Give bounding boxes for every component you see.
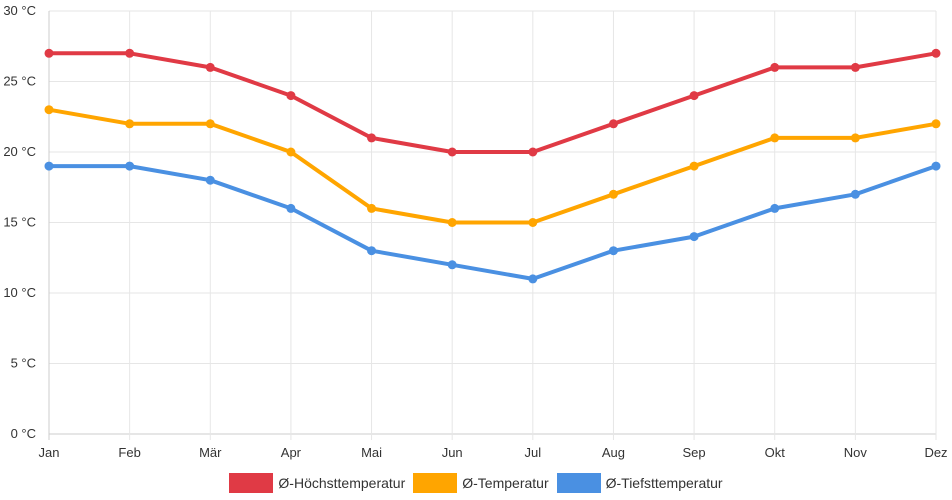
y-tick-label: 20 °C bbox=[3, 144, 36, 159]
y-tick-label: 0 °C bbox=[11, 426, 36, 441]
data-point[interactable] bbox=[447, 147, 457, 157]
data-point[interactable] bbox=[528, 147, 538, 157]
data-point[interactable] bbox=[125, 48, 135, 58]
legend-item-min-temp[interactable]: Ø-Tiefsttemperatur bbox=[556, 473, 723, 493]
x-tick-label: Nov bbox=[844, 445, 868, 460]
x-tick-label: Sep bbox=[683, 445, 706, 460]
data-point[interactable] bbox=[608, 189, 618, 199]
data-point[interactable] bbox=[125, 161, 135, 171]
data-point[interactable] bbox=[286, 203, 296, 213]
data-point[interactable] bbox=[850, 133, 860, 143]
x-tick-label: Okt bbox=[765, 445, 786, 460]
legend-item-max-temp[interactable]: Ø-Höchsttemperatur bbox=[229, 473, 405, 493]
series-line bbox=[47, 51, 938, 154]
x-tick-label: Dez bbox=[924, 445, 947, 460]
data-point[interactable] bbox=[367, 203, 377, 213]
x-tick-label: Jul bbox=[525, 445, 542, 460]
y-tick-label: 25 °C bbox=[3, 74, 36, 89]
data-point[interactable] bbox=[689, 91, 699, 101]
y-tick-label: 10 °C bbox=[3, 285, 36, 300]
data-point[interactable] bbox=[689, 161, 699, 171]
data-point[interactable] bbox=[367, 246, 377, 256]
x-axis: Jan Feb Mär Apr Mai Jun Jul Aug Sep Okt Nov Dez bbox=[39, 445, 948, 460]
legend-label-max-temp: Ø-Höchsttemperatur bbox=[278, 475, 406, 491]
series-1 bbox=[44, 105, 941, 227]
legend-item-avg-temp[interactable]: Ø-Temperatur bbox=[413, 473, 549, 493]
series-0 bbox=[44, 48, 941, 157]
data-point[interactable] bbox=[44, 48, 54, 58]
legend-swatch-min-temp bbox=[556, 473, 601, 493]
series-2 bbox=[44, 161, 941, 284]
legend-swatch-avg-temp bbox=[413, 473, 458, 493]
x-tick-label: Mai bbox=[361, 445, 382, 460]
data-point[interactable] bbox=[608, 246, 618, 256]
x-tick-label: Mär bbox=[199, 445, 222, 460]
data-point[interactable] bbox=[205, 175, 215, 185]
y-axis: 0 °C 5 °C 10 °C 15 °C 20 °C 25 °C 30 °C bbox=[3, 3, 36, 441]
data-point[interactable] bbox=[770, 203, 780, 213]
x-tick-label: Apr bbox=[281, 445, 302, 460]
y-tick-label: 15 °C bbox=[3, 215, 36, 230]
data-point[interactable] bbox=[205, 119, 215, 129]
x-tick-label: Aug bbox=[602, 445, 625, 460]
data-point[interactable] bbox=[44, 105, 54, 115]
legend: Ø-Höchsttemperatur Ø-Temperatur Ø-Tiefst… bbox=[0, 471, 952, 495]
data-point[interactable] bbox=[205, 62, 215, 72]
data-point[interactable] bbox=[447, 260, 457, 270]
legend-label-min-temp: Ø-Tiefsttemperatur bbox=[605, 475, 723, 491]
data-point[interactable] bbox=[367, 133, 377, 143]
series-layer bbox=[44, 48, 941, 284]
data-point[interactable] bbox=[931, 161, 941, 171]
data-point[interactable] bbox=[125, 119, 135, 129]
data-point[interactable] bbox=[528, 218, 538, 227]
y-tick-label: 5 °C bbox=[11, 356, 36, 371]
data-point[interactable] bbox=[770, 133, 780, 143]
x-tick-label: Jan bbox=[39, 445, 60, 460]
chart-canvas: 0 °C 5 °C 10 °C 15 °C 20 °C 25 °C 30 °C Jan Feb… bbox=[3, 3, 948, 460]
data-point[interactable] bbox=[608, 119, 618, 129]
x-tick-label: Feb bbox=[118, 445, 140, 460]
legend-swatch-max-temp bbox=[229, 473, 274, 493]
data-point[interactable] bbox=[447, 218, 457, 227]
grid bbox=[48, 10, 937, 440]
data-point[interactable] bbox=[689, 232, 699, 242]
data-point[interactable] bbox=[850, 62, 860, 72]
data-point[interactable] bbox=[931, 48, 941, 58]
data-point[interactable] bbox=[770, 62, 780, 72]
data-point[interactable] bbox=[44, 161, 54, 171]
legend-label-avg-temp: Ø-Temperatur bbox=[462, 475, 549, 491]
series-line bbox=[47, 107, 938, 225]
data-point[interactable] bbox=[850, 189, 860, 199]
data-point[interactable] bbox=[528, 274, 538, 284]
data-point[interactable] bbox=[286, 91, 296, 101]
y-tick-label: 30 °C bbox=[3, 3, 36, 18]
series-line bbox=[47, 164, 938, 281]
data-point[interactable] bbox=[931, 119, 941, 129]
data-point[interactable] bbox=[286, 147, 296, 157]
x-tick-label: Jun bbox=[442, 445, 463, 460]
